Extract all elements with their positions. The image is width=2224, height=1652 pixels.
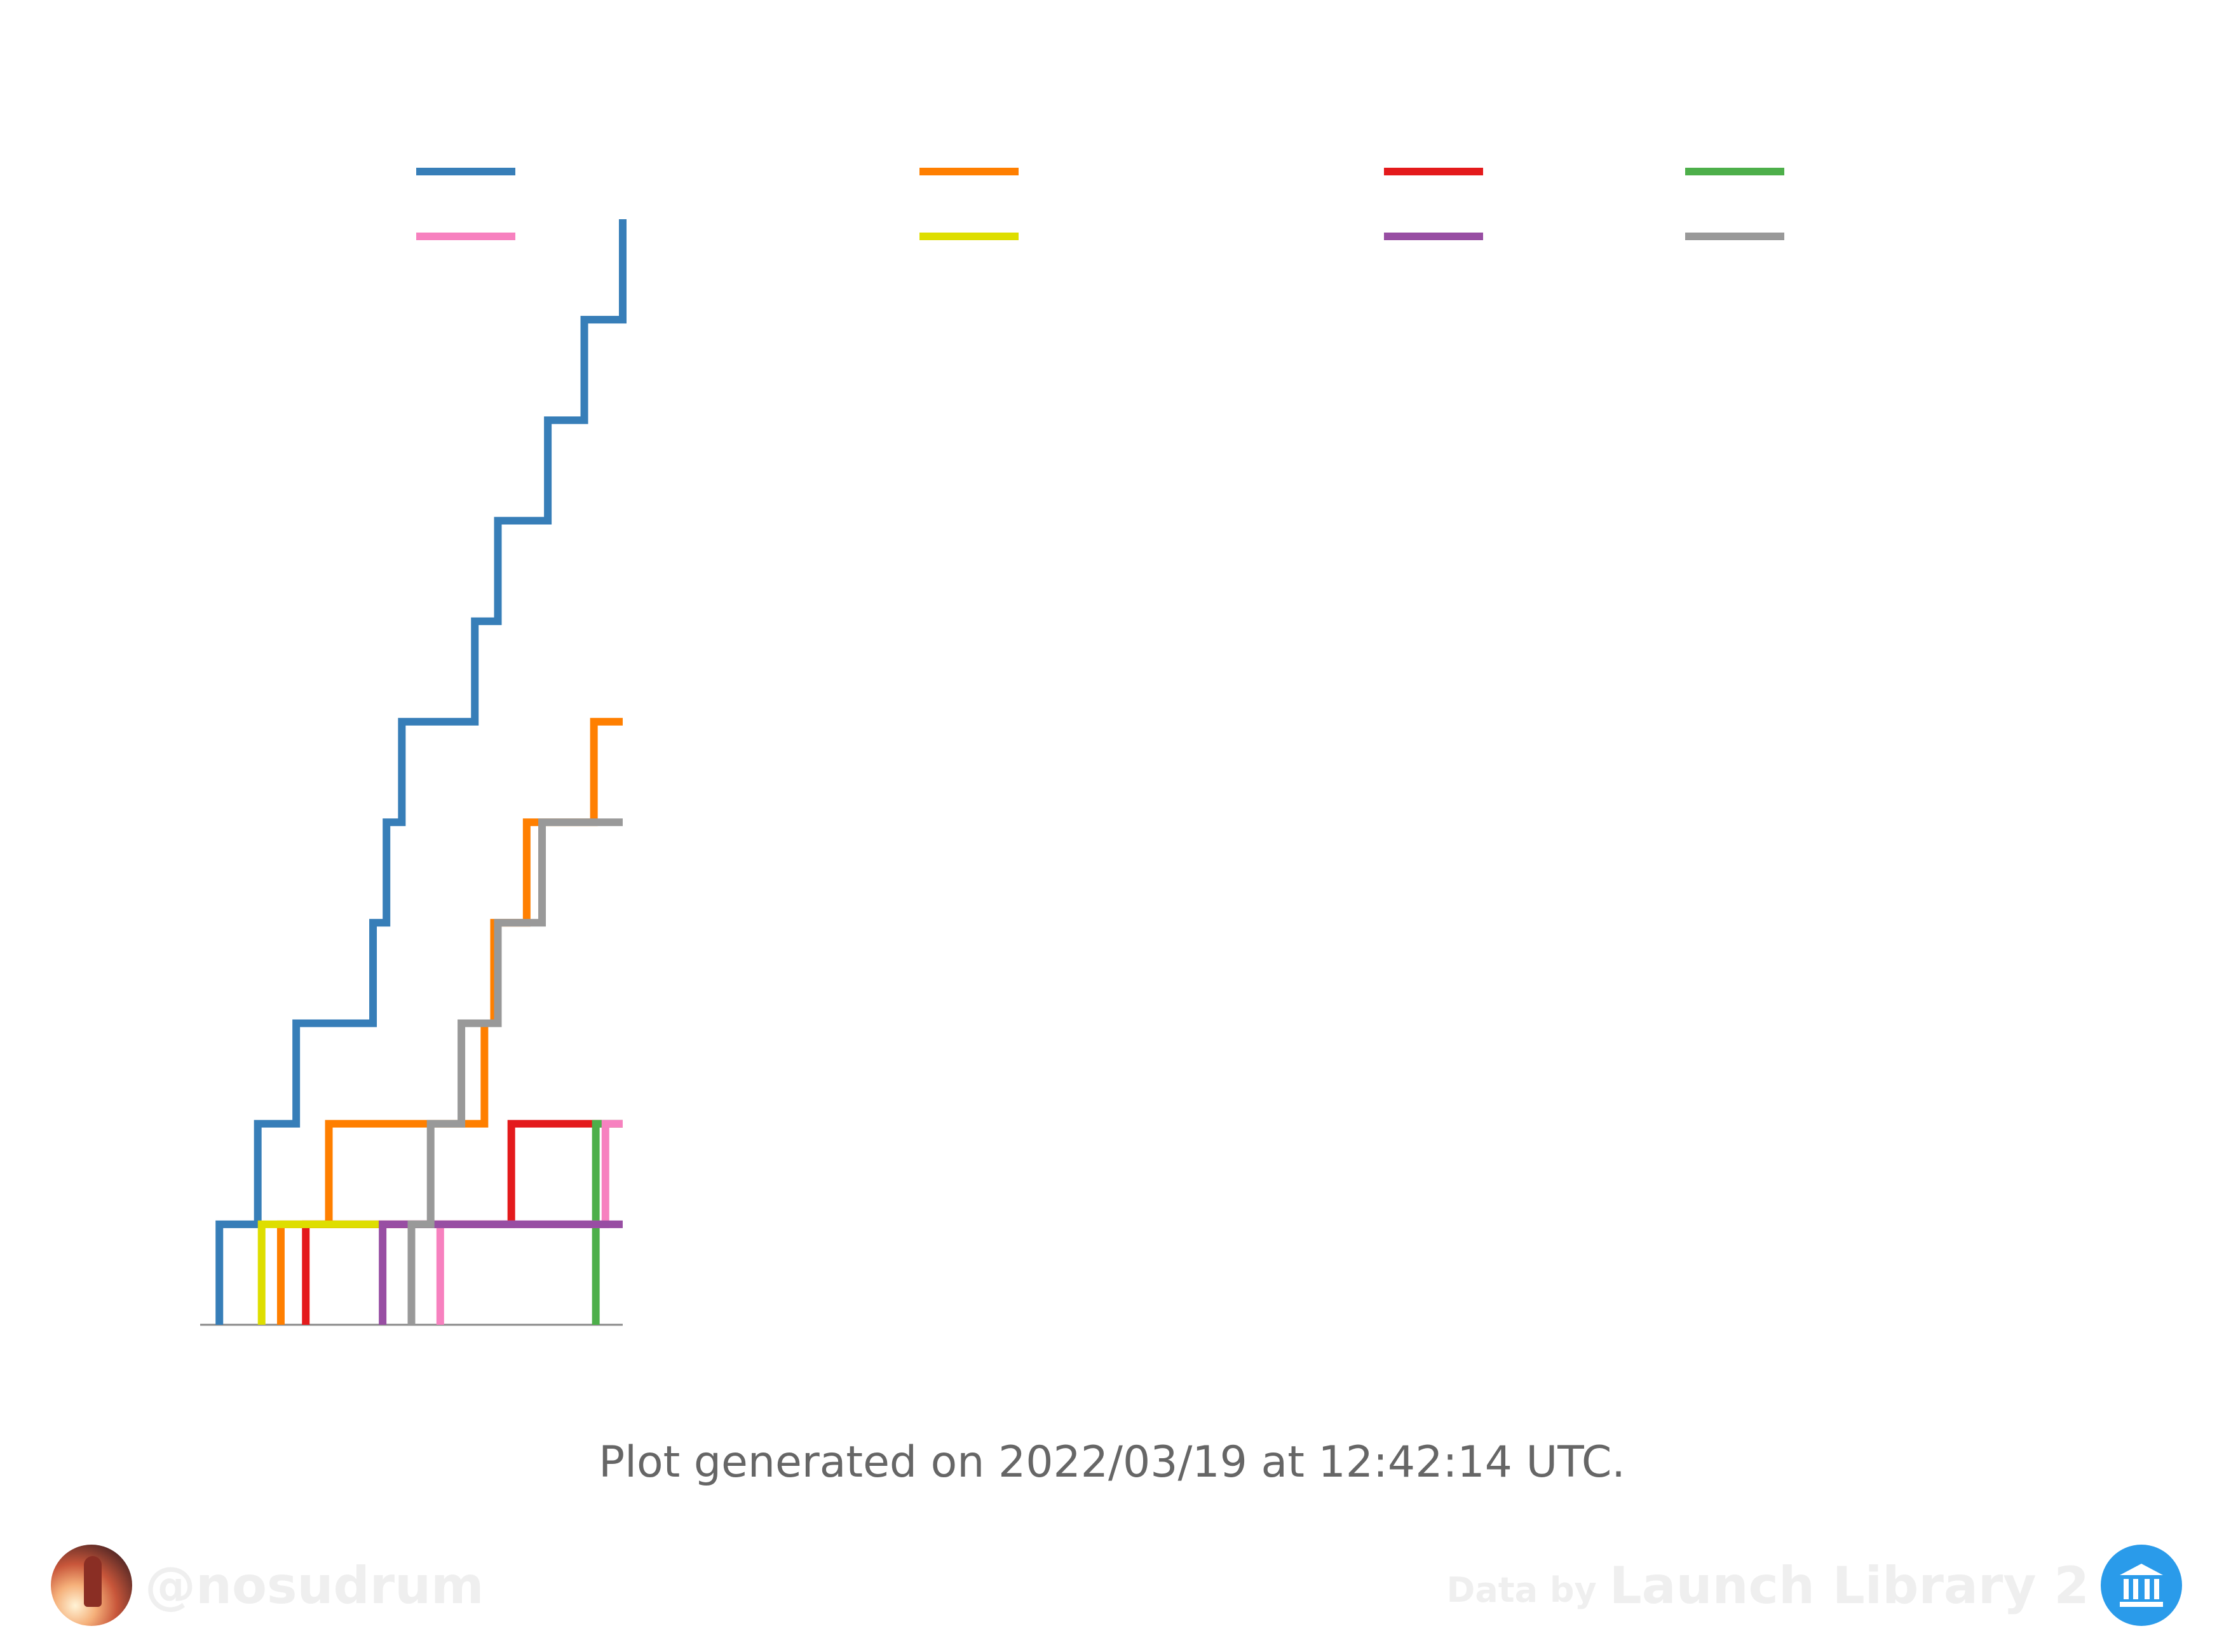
credit-source: Launch Library 2 xyxy=(1609,1555,2089,1615)
author-credit: @nosudrum xyxy=(51,1544,484,1627)
series-line-6 xyxy=(257,1220,379,1325)
launch-library-logo-icon xyxy=(2101,1545,2182,1626)
credit-prefix: Data by xyxy=(1446,1569,1597,1610)
chart-legend xyxy=(416,168,1784,240)
author-avatar xyxy=(51,1545,132,1626)
data-credit: Data by Launch Library 2 xyxy=(1447,1544,2182,1627)
series-line-8 xyxy=(407,818,623,1325)
series-line-1 xyxy=(215,219,627,1325)
author-handle: @nosudrum xyxy=(145,1555,484,1615)
generated-timestamp: Plot generated on 2022/03/19 at 12:42:14… xyxy=(599,1437,1625,1487)
series-layer xyxy=(215,219,627,1325)
series-line-7 xyxy=(379,1220,623,1325)
